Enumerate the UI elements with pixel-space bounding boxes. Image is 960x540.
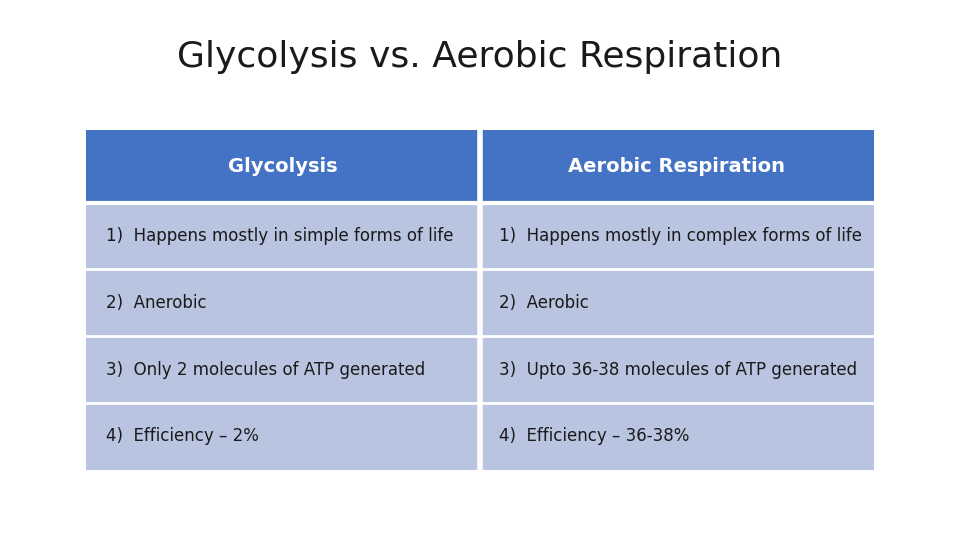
FancyBboxPatch shape (86, 130, 480, 202)
Text: 4)  Efficiency – 36-38%: 4) Efficiency – 36-38% (499, 427, 689, 446)
Text: 3)  Upto 36-38 molecules of ATP generated: 3) Upto 36-38 molecules of ATP generated (499, 361, 857, 379)
FancyBboxPatch shape (480, 202, 874, 470)
Text: Glycolysis vs. Aerobic Respiration: Glycolysis vs. Aerobic Respiration (178, 40, 782, 73)
FancyBboxPatch shape (86, 202, 480, 470)
Text: Glycolysis: Glycolysis (228, 157, 338, 176)
Text: 3)  Only 2 molecules of ATP generated: 3) Only 2 molecules of ATP generated (106, 361, 425, 379)
FancyBboxPatch shape (480, 130, 874, 202)
Text: 1)  Happens mostly in complex forms of life: 1) Happens mostly in complex forms of li… (499, 227, 862, 245)
Text: 1)  Happens mostly in simple forms of life: 1) Happens mostly in simple forms of lif… (106, 227, 453, 245)
Text: 2)  Aerobic: 2) Aerobic (499, 294, 589, 312)
Text: 2)  Anerobic: 2) Anerobic (106, 294, 206, 312)
Text: Aerobic Respiration: Aerobic Respiration (568, 157, 785, 176)
Text: 4)  Efficiency – 2%: 4) Efficiency – 2% (106, 427, 258, 446)
